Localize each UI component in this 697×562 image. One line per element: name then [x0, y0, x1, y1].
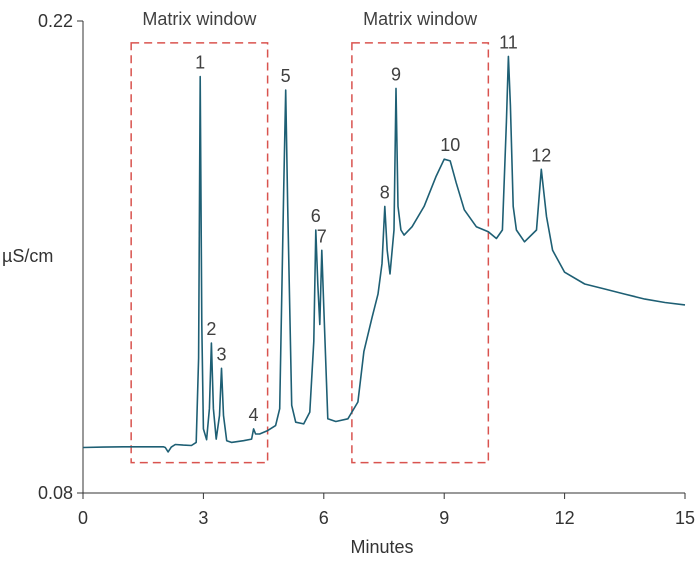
- matrix-window-label: Matrix window: [363, 9, 478, 29]
- x-tick-label: 12: [555, 508, 575, 528]
- peak-label: 7: [317, 226, 327, 246]
- matrix-window-box: [130, 42, 269, 464]
- peak-label: 4: [249, 405, 259, 425]
- peak-label: 1: [195, 53, 205, 73]
- axes-layer: 0 3 6 9 12 150.080.22: [38, 11, 695, 528]
- matrix-window-label: Matrix window: [142, 9, 257, 29]
- peak-label: 10: [440, 135, 460, 155]
- x-tick-label: 3: [198, 508, 208, 528]
- x-axis-title: Minutes: [350, 537, 413, 557]
- x-tick-label: 6: [319, 508, 329, 528]
- peak-label: 6: [311, 206, 321, 226]
- x-tick-label: 0: [78, 508, 88, 528]
- chromatogram-line: [82, 55, 686, 453]
- matrix-windows-layer: Matrix window Matrix window: [130, 9, 490, 464]
- peak-label: 3: [216, 344, 226, 364]
- peak-label: 5: [281, 66, 291, 86]
- y-tick-label: 0.08: [38, 483, 73, 503]
- y-axis-title: µS/cm: [2, 246, 53, 266]
- peak-label: 12: [531, 145, 551, 165]
- matrix-window-box: [351, 42, 490, 464]
- peak-label: 8: [380, 182, 390, 202]
- series-layer: [82, 55, 686, 453]
- peak-label: 11: [499, 32, 518, 52]
- peak-label: 2: [206, 319, 216, 339]
- y-tick-label: 0.22: [38, 11, 73, 31]
- x-tick-label: 9: [439, 508, 449, 528]
- peak-label: 9: [391, 64, 401, 84]
- x-tick-label: 15: [675, 508, 695, 528]
